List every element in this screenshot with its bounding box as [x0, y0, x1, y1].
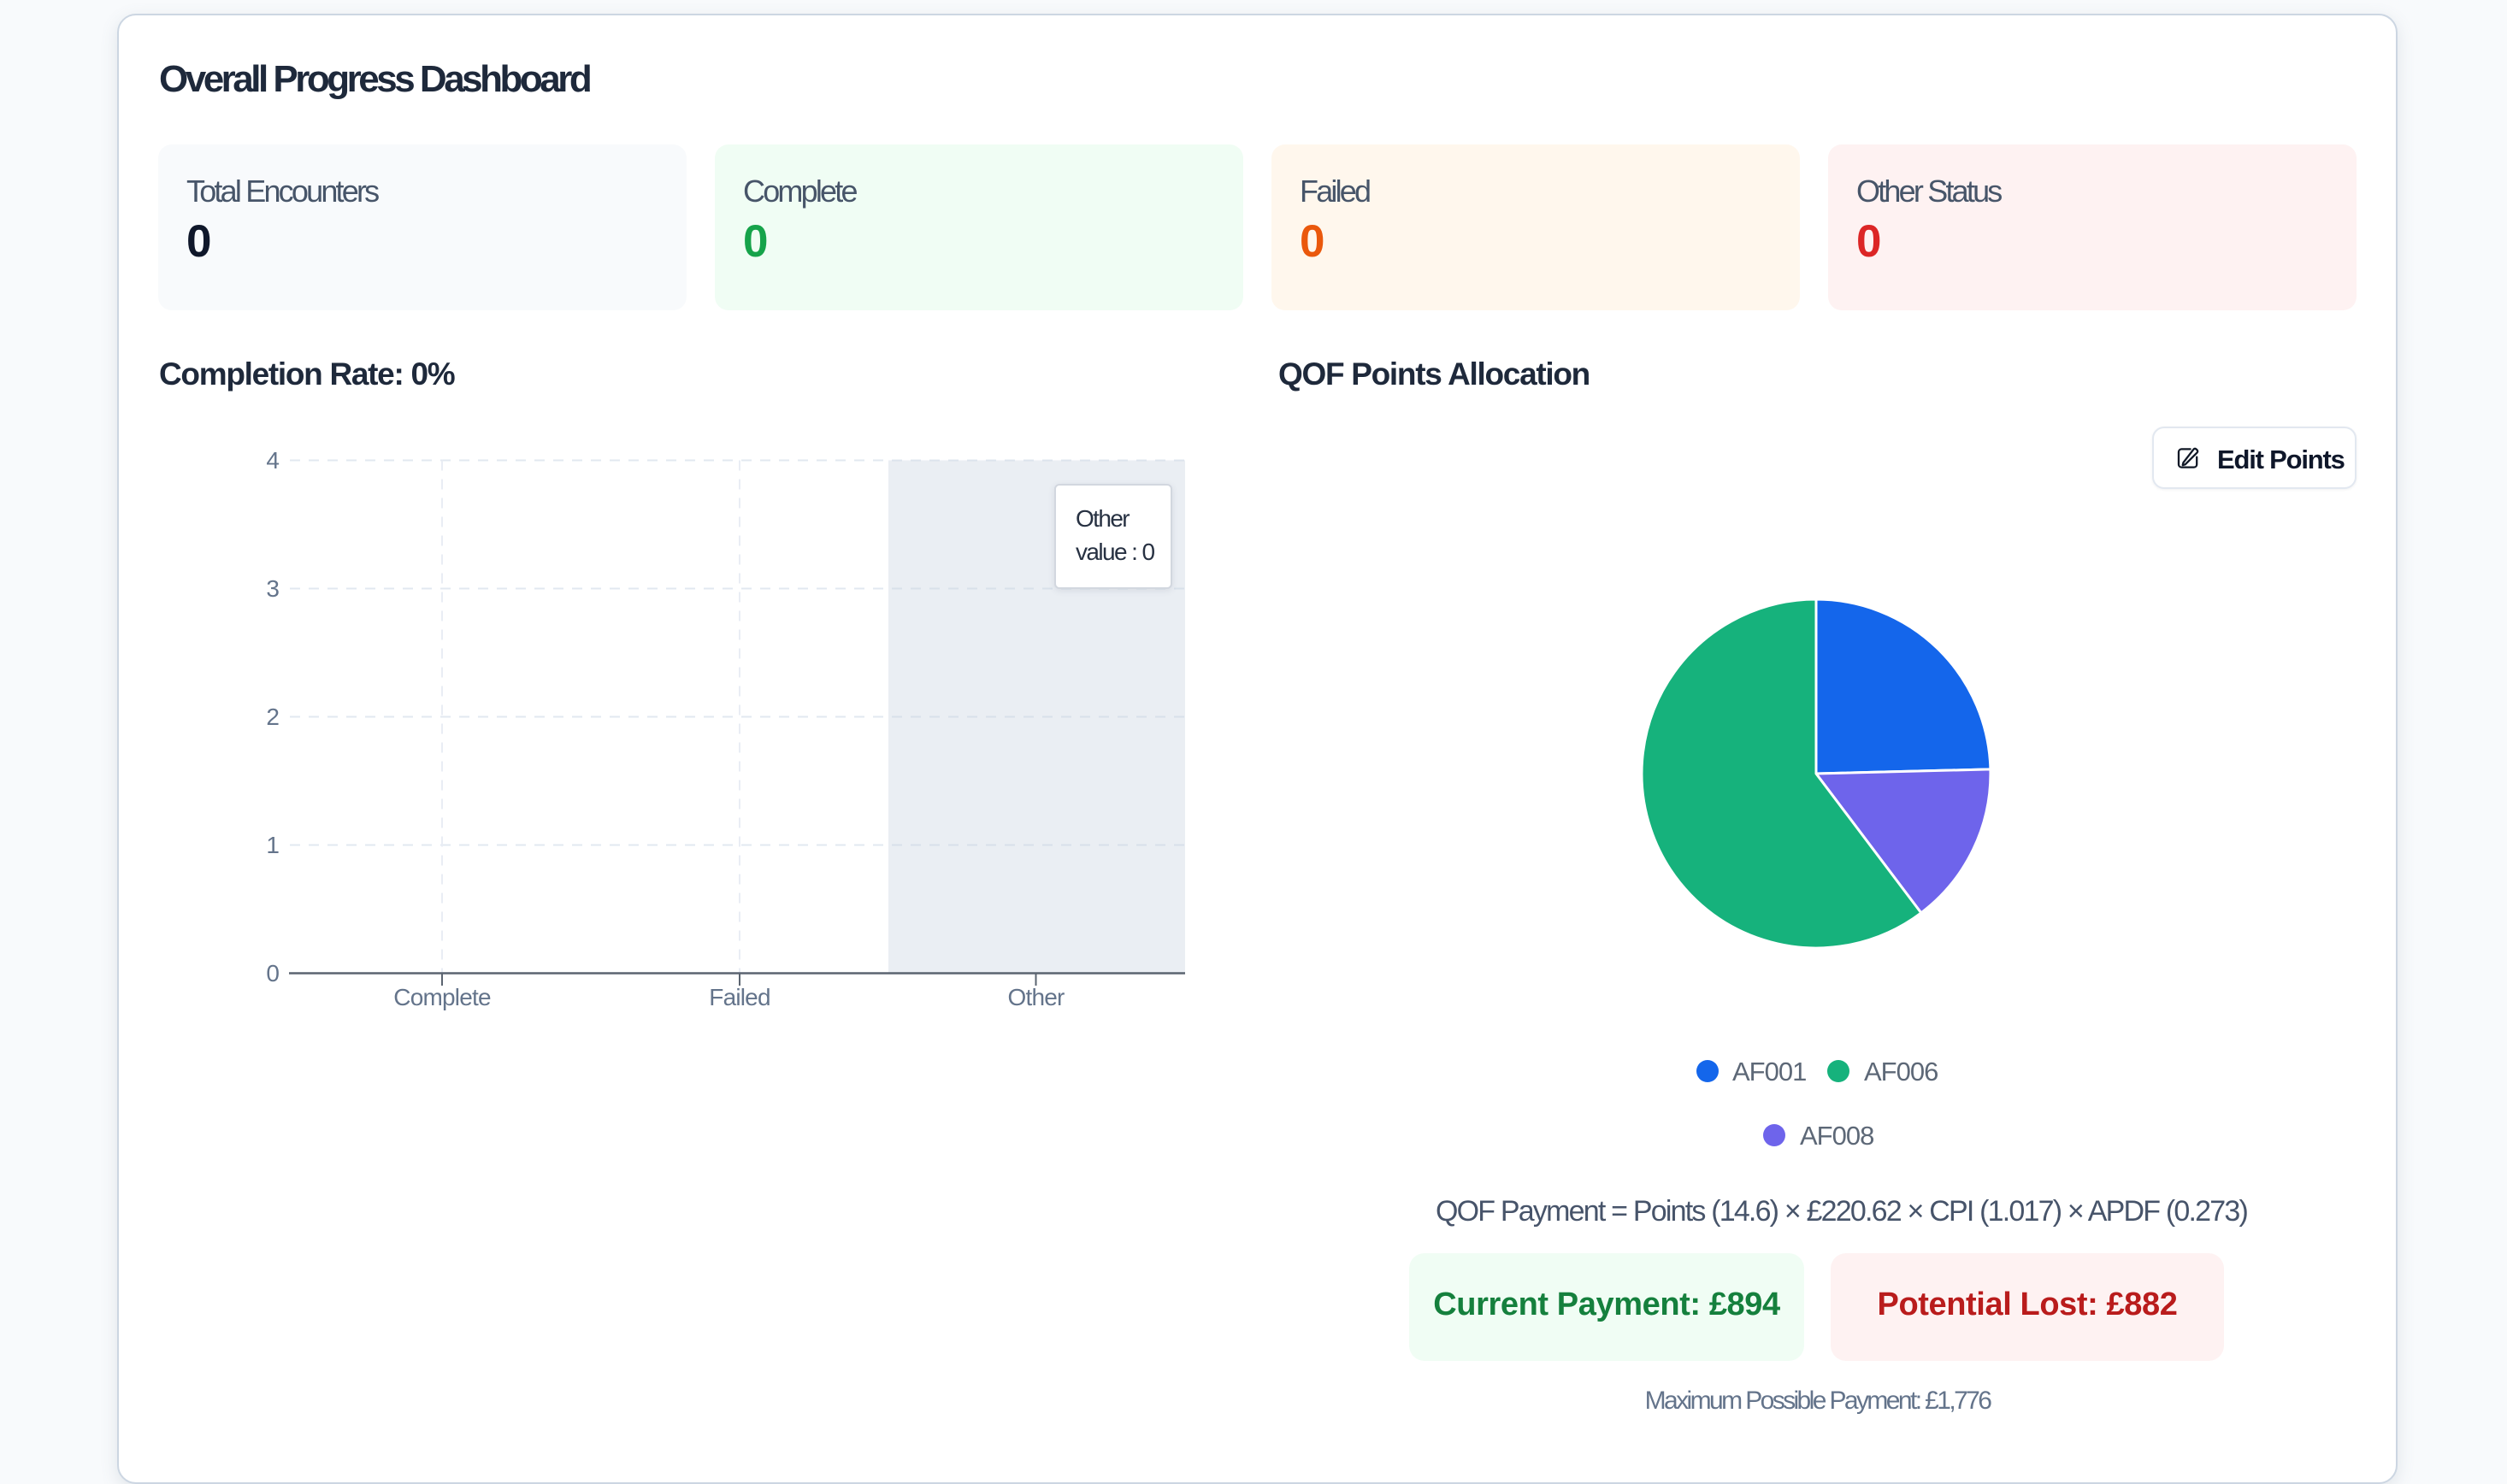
- svg-text:Complete: Complete: [393, 984, 491, 1010]
- svg-text:2: 2: [266, 704, 280, 730]
- svg-text:1: 1: [266, 832, 280, 858]
- svg-text:Failed: Failed: [709, 984, 770, 1010]
- svg-text:3: 3: [266, 575, 280, 602]
- svg-text:0: 0: [266, 960, 280, 986]
- svg-text:Other: Other: [1007, 984, 1065, 1010]
- svg-text:4: 4: [266, 447, 280, 474]
